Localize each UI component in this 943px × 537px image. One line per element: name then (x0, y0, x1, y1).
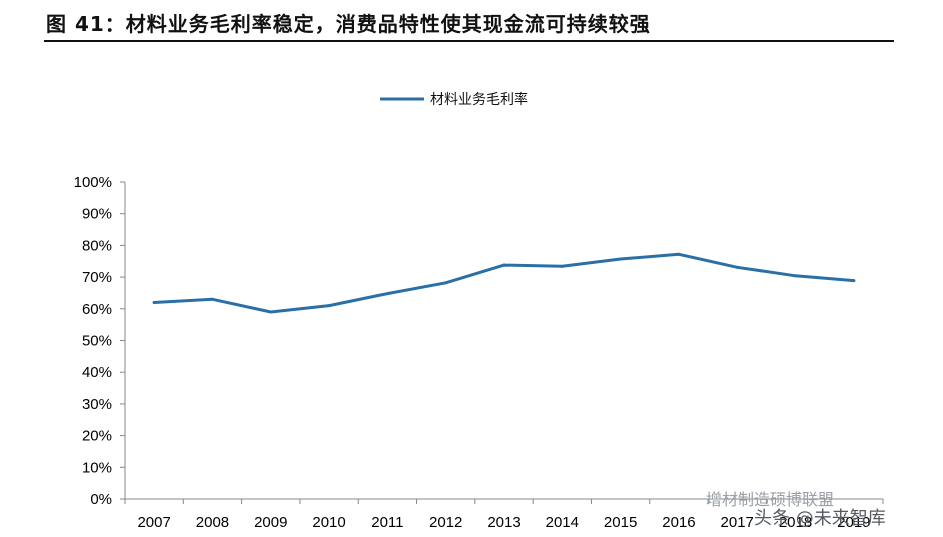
x-tick-label: 2015 (604, 514, 637, 531)
data-point (210, 297, 214, 301)
data-point (152, 300, 156, 304)
x-tick-label: 2010 (312, 514, 345, 531)
x-tick-label: 2018 (779, 514, 812, 531)
series-group (152, 252, 856, 314)
y-tick-label: 0% (90, 491, 112, 508)
data-point (852, 279, 856, 283)
x-tick-label: 2017 (721, 514, 754, 531)
data-point (677, 252, 681, 256)
watermark-line2: 头条 @未来智库 (754, 508, 886, 529)
y-tick-label: 70% (82, 269, 112, 286)
x-tick-label: 2019 (837, 514, 870, 531)
y-tick-label: 50% (82, 333, 112, 350)
watermark-line1: 增材制造硕博联盟 (706, 490, 835, 509)
x-tick-label: 2007 (137, 514, 170, 531)
y-axis-ticks: 0% 10% 20% 30% 40% 50% 60% 70% 80% 90% 100% (74, 174, 125, 508)
y-tick-label: 30% (82, 396, 112, 413)
x-tick-label: 2014 (546, 514, 579, 531)
title-divider (44, 40, 894, 42)
x-tick-label: 2009 (254, 514, 287, 531)
x-axis-ticks: 2007 2008 2009 2010 2011 2012 2013 2014 2015 2016… (124, 499, 884, 531)
x-tick-label: 2008 (196, 514, 229, 531)
legend: 材料业务毛利率 (380, 91, 528, 108)
x-tick-label: 2013 (487, 514, 520, 531)
data-point (385, 292, 389, 296)
data-point (735, 265, 739, 269)
data-point (560, 264, 564, 268)
data-point (794, 274, 798, 278)
x-tick-label: 2011 (371, 514, 403, 531)
legend-label: 材料业务毛利率 (430, 91, 528, 108)
axes (124, 182, 883, 500)
data-point (327, 304, 331, 308)
y-tick-label: 10% (82, 459, 112, 476)
y-tick-label: 20% (82, 428, 112, 445)
y-tick-label: 90% (82, 206, 112, 223)
y-tick-label: 40% (82, 364, 112, 381)
series-line (152, 252, 856, 314)
data-point (444, 281, 448, 285)
x-tick-label: 2016 (662, 514, 695, 531)
y-tick-label: 60% (82, 301, 112, 318)
y-tick-label: 100% (74, 174, 112, 191)
watermark: 增材制造硕博联盟 头条 @未来智库 (706, 486, 886, 529)
data-point (269, 310, 273, 314)
x-tick-label: 2012 (429, 514, 462, 531)
figure-title: 图 41：材料业务毛利率稳定，消费品特性使其现金流可持续较强 (46, 12, 651, 36)
data-point (502, 263, 506, 267)
y-tick-label: 80% (82, 237, 112, 254)
data-point (619, 257, 623, 261)
